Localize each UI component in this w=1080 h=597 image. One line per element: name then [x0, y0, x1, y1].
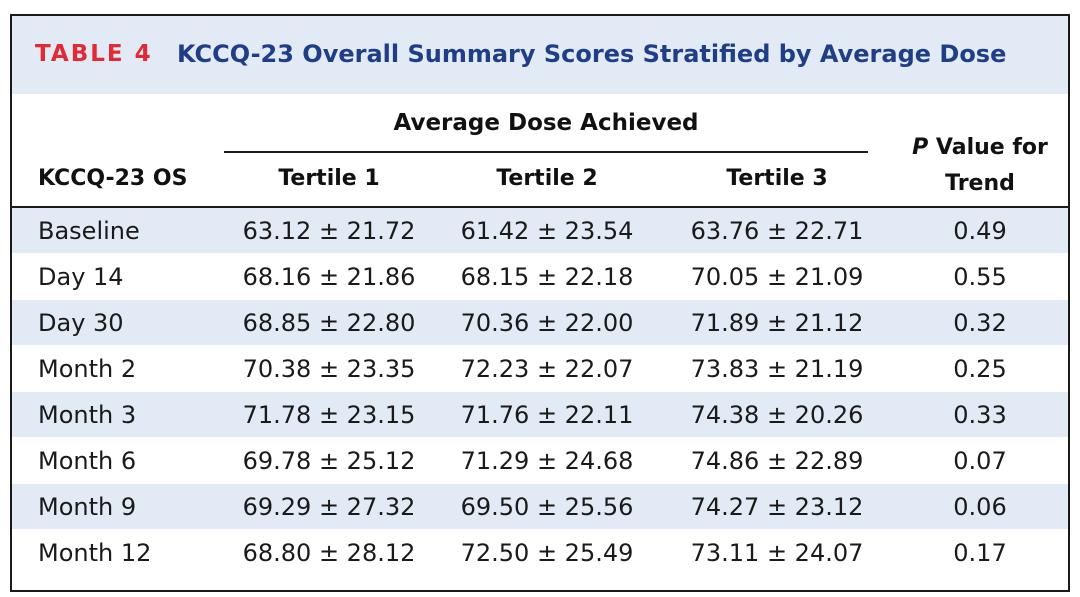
table-row: Month 3 71.78 ± 23.15 71.76 ± 22.11 74.38 ±…	[12, 392, 1068, 438]
p-value-header-line1: Value for	[928, 135, 1048, 160]
cell-tertile-1: 71.78 ± 23.15	[242, 401, 416, 429]
p-value-italic-p: P	[912, 135, 929, 160]
column-header-tertile-2: Tertile 2	[496, 166, 598, 191]
p-value-header-line2: Trend	[945, 171, 1015, 196]
table-body: Baseline 63.12 ± 21.72 61.42 ± 23.54 63.76 …	[12, 208, 1068, 576]
row-label: Month 6	[38, 447, 137, 475]
cell-tertile-2: 68.15 ± 22.18	[460, 263, 634, 291]
table-frame: TABLE 4 KCCQ-23 Overall Summary Scores S…	[10, 14, 1070, 592]
cell-tertile-1: 69.78 ± 25.12	[242, 447, 416, 475]
cell-p-value: 0.55	[953, 263, 1007, 291]
cell-tertile-2: 69.50 ± 25.56	[460, 493, 634, 521]
row-label: Day 30	[38, 309, 124, 337]
column-header-kccq-os: KCCQ-23 OS	[38, 166, 188, 191]
cell-p-value: 0.25	[953, 355, 1007, 383]
table-row: Day 30 68.85 ± 22.80 70.36 ± 22.00 71.89 ± …	[12, 300, 1068, 346]
cell-p-value: 0.32	[953, 309, 1007, 337]
cell-tertile-2: 61.42 ± 23.54	[460, 217, 634, 245]
cell-p-value: 0.07	[953, 447, 1007, 475]
cell-tertile-3: 70.05 ± 21.09	[690, 263, 864, 291]
column-header-tertile-3: Tertile 3	[726, 166, 828, 191]
cell-tertile-3: 74.38 ± 20.26	[690, 401, 864, 429]
cell-tertile-2: 71.29 ± 24.68	[460, 447, 634, 475]
row-label: Baseline	[38, 217, 140, 245]
cell-tertile-1: 70.38 ± 23.35	[242, 355, 416, 383]
table-row: Day 14 68.16 ± 21.86 68.15 ± 22.18 70.05 ± …	[12, 254, 1068, 300]
table-row: Month 6 69.78 ± 25.12 71.29 ± 24.68 74.86 ±…	[12, 438, 1068, 484]
table-row: Month 12 68.80 ± 28.12 72.50 ± 25.49 73.11 …	[12, 530, 1068, 576]
table-number-label: TABLE 4	[35, 41, 153, 67]
cell-p-value: 0.06	[953, 493, 1007, 521]
column-header-p-value: P Value for Trend	[888, 130, 1068, 202]
cell-tertile-1: 68.16 ± 21.86	[242, 263, 416, 291]
table-row: Baseline 63.12 ± 21.72 61.42 ± 23.54 63.76 …	[12, 208, 1068, 254]
cell-p-value: 0.33	[953, 401, 1007, 429]
table-header: Average Dose Achieved KCCQ-23 OS Tertile…	[12, 94, 1068, 208]
cell-tertile-2: 70.36 ± 22.00	[460, 309, 634, 337]
cell-tertile-1: 69.29 ± 27.32	[242, 493, 416, 521]
row-label: Month 12	[38, 539, 152, 567]
group-header-average-dose: Average Dose Achieved	[393, 110, 699, 136]
cell-tertile-2: 71.76 ± 22.11	[460, 401, 634, 429]
cell-tertile-3: 71.89 ± 21.12	[690, 309, 864, 337]
cell-tertile-3: 63.76 ± 22.71	[690, 217, 864, 245]
header-rule	[12, 206, 1068, 208]
column-header-tertile-1: Tertile 1	[278, 166, 380, 191]
cell-tertile-3: 73.11 ± 24.07	[690, 539, 864, 567]
cell-tertile-2: 72.23 ± 22.07	[460, 355, 634, 383]
row-label: Month 9	[38, 493, 137, 521]
row-label: Month 2	[38, 355, 137, 383]
cell-tertile-3: 74.27 ± 23.12	[690, 493, 864, 521]
cell-p-value: 0.17	[953, 539, 1007, 567]
row-label: Month 3	[38, 401, 137, 429]
table-title: KCCQ-23 Overall Summary Scores Stratifie…	[177, 40, 1007, 68]
table-title-bar: TABLE 4 KCCQ-23 Overall Summary Scores S…	[12, 16, 1068, 94]
cell-tertile-1: 68.85 ± 22.80	[242, 309, 416, 337]
cell-p-value: 0.49	[953, 217, 1007, 245]
table-row: Month 2 70.38 ± 23.35 72.23 ± 22.07 73.83 ±…	[12, 346, 1068, 392]
cell-tertile-3: 73.83 ± 21.19	[690, 355, 864, 383]
cell-tertile-3: 74.86 ± 22.89	[690, 447, 864, 475]
cell-tertile-2: 72.50 ± 25.49	[460, 539, 634, 567]
row-label: Day 14	[38, 263, 124, 291]
cell-tertile-1: 63.12 ± 21.72	[242, 217, 416, 245]
table-row: Month 9 69.29 ± 27.32 69.50 ± 25.56 74.27 ±…	[12, 484, 1068, 530]
cell-tertile-1: 68.80 ± 28.12	[242, 539, 416, 567]
group-header-rule	[224, 151, 868, 153]
